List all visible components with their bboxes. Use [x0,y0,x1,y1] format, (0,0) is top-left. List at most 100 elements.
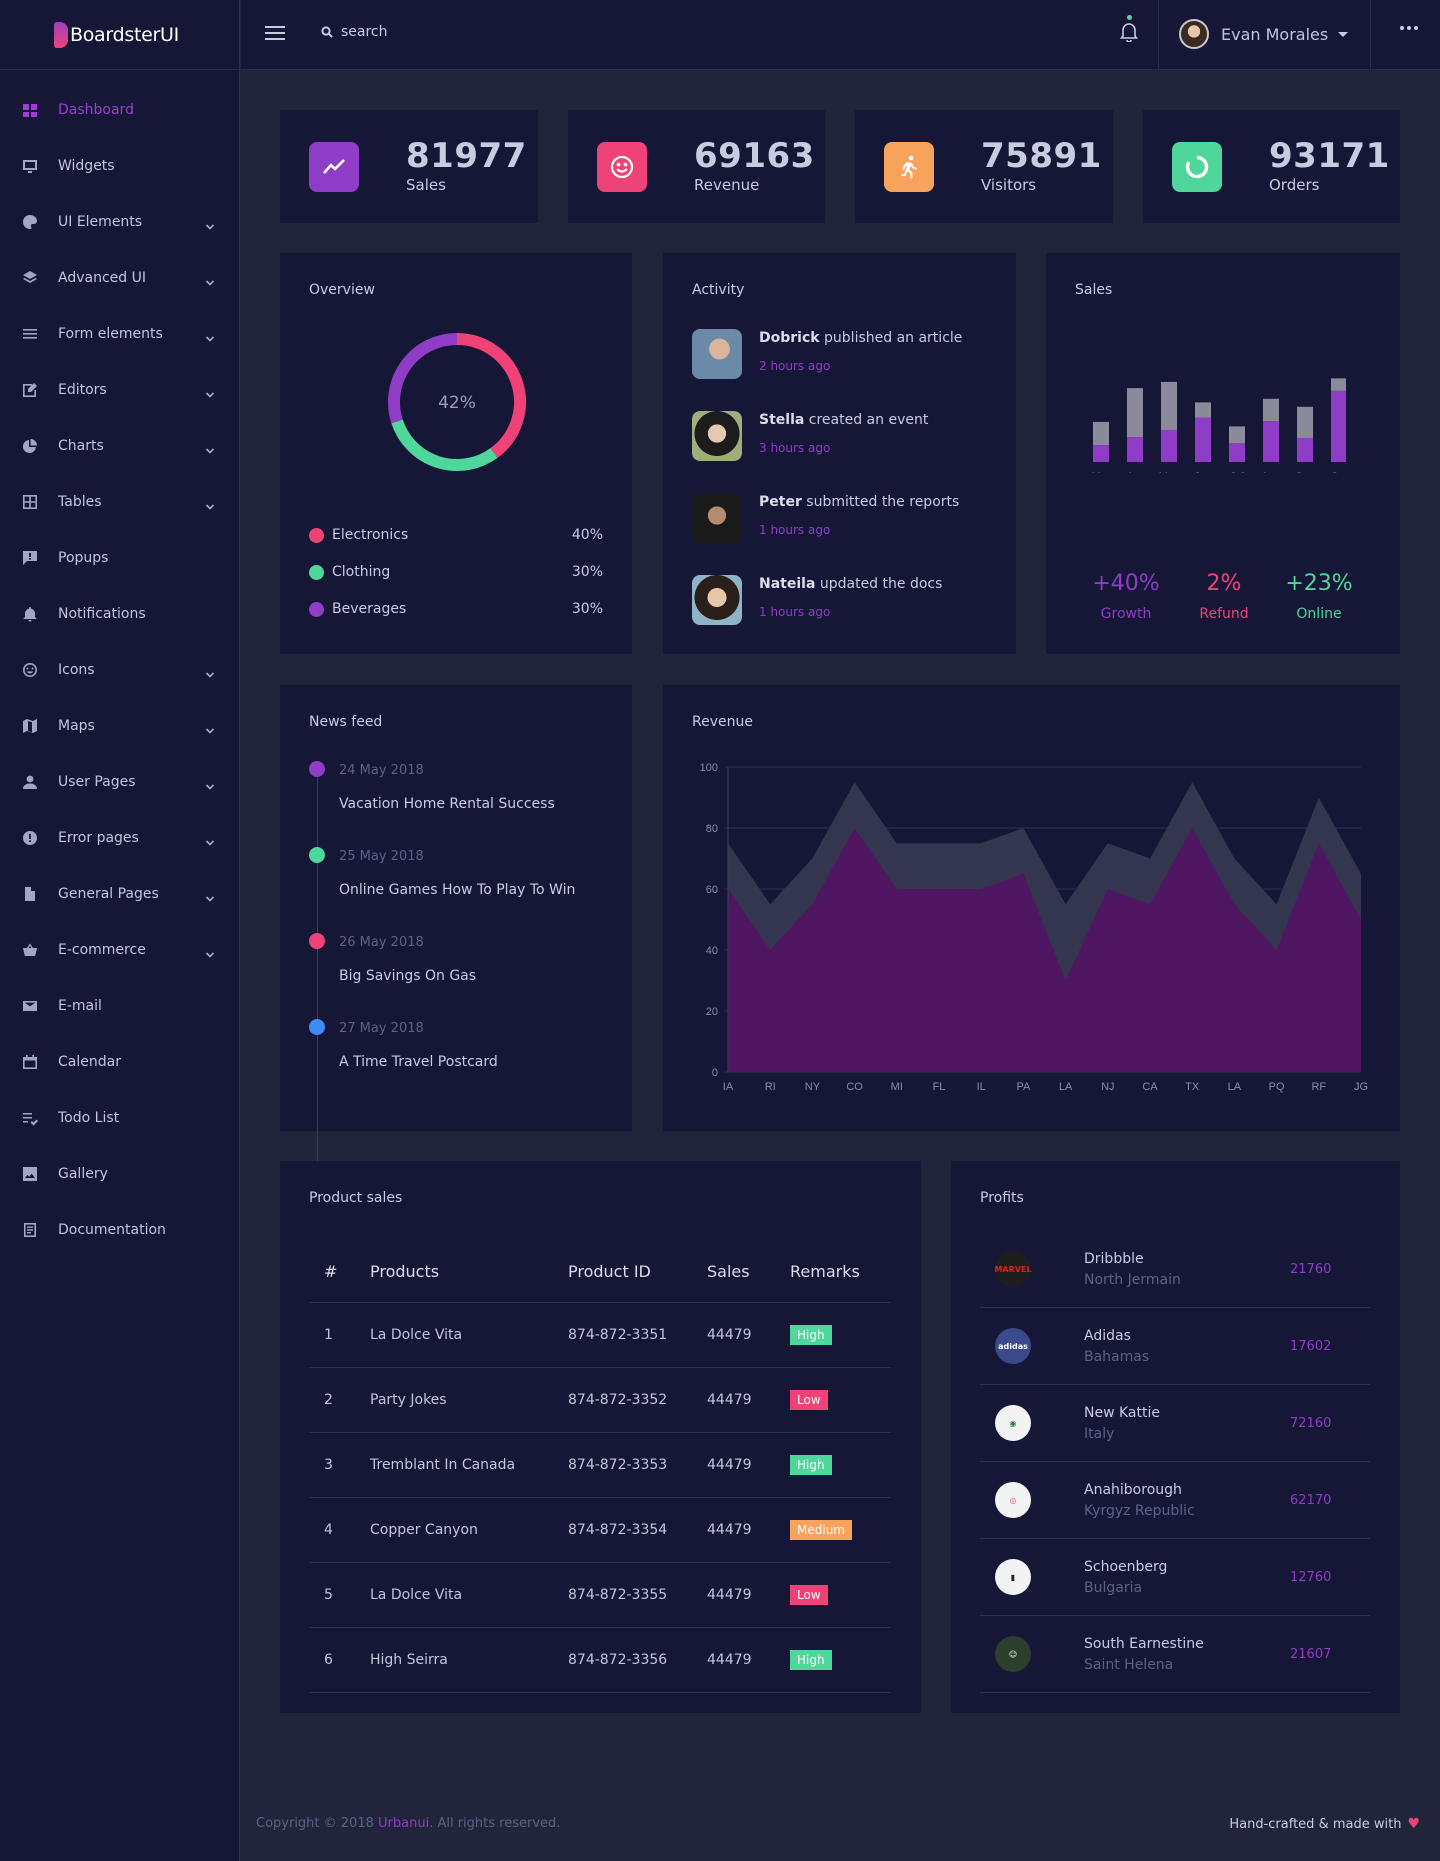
chevron-down-icon [205,945,215,958]
calendar-icon [22,1054,38,1070]
timeline-line [317,769,318,1163]
sidebar-item-label: User Pages [58,774,136,790]
more-options-icon[interactable] [1400,26,1418,30]
news-title[interactable]: A Time Travel Postcard [339,1054,498,1070]
avatar [692,329,742,379]
legend-value: 30% [571,564,603,580]
chevron-down-icon [205,665,215,678]
news-title[interactable]: Online Games How To Play To Win [339,882,576,898]
sidebar-item-general-pages[interactable]: General Pages [0,866,239,922]
col-header-number: # [309,1241,370,1303]
sidebar-item-gallery[interactable]: Gallery [0,1146,239,1202]
x-tick-label: RI [765,1081,776,1093]
activity-item[interactable]: Nateila updated the docs 1 hours ago [692,575,942,625]
stat-label: Sales [406,176,446,194]
sidebar-item-charts[interactable]: Charts [0,418,239,474]
legend-item: Beverages 30% [309,601,603,617]
chevron-down-icon [1338,31,1349,37]
activity-time: 1 hours ago [759,523,831,538]
palette-icon [22,214,38,230]
sidebar-item-documentation[interactable]: Documentation [0,1202,239,1258]
sidebar-item-advanced-ui[interactable]: Advanced UI [0,250,239,306]
table-row[interactable]: 3 Tremblant In Canada 874-872-3353 44479 Hig… [309,1432,891,1498]
sidebar-item-maps[interactable]: Maps [0,698,239,754]
monitor-icon [22,158,38,174]
stat-label: Visitors [981,176,1037,194]
company-location: Bulgaria [1084,1579,1143,1596]
sidebar-item-editors[interactable]: Editors [0,362,239,418]
sidebar-item-e-mail[interactable]: E-mail [0,978,239,1034]
activity-time: 3 hours ago [759,441,831,456]
menu-toggle-icon[interactable] [265,26,285,42]
cell-product: High Seirra [370,1627,568,1693]
table-row[interactable]: 5 La Dolce Vita 874-872-3355 44479 Low [309,1562,891,1628]
cell-remarks: High [790,1432,891,1498]
sidebar-item-dashboard[interactable]: Dashboard [0,82,239,138]
table-row[interactable]: 4 Copper Canyon 874-872-3354 44479 Medium [309,1497,891,1563]
profit-info: Schoenberg Bulgaria [1084,1559,1167,1596]
notification-dot [1127,15,1132,20]
sidebar-item-user-pages[interactable]: User Pages [0,754,239,810]
sidebar-item-ui-elements[interactable]: UI Elements [0,194,239,250]
donut-slice-clothing [391,419,498,471]
profit-row[interactable]: ☺ South Earnestine Saint Helena 21607 [980,1616,1370,1693]
sales-metric-label: Online [1296,606,1342,622]
sidebar-item-widgets[interactable]: Widgets [0,138,239,194]
profit-row[interactable]: MARVEL Dribbble North Jermain 21760 [980,1231,1370,1308]
profit-row[interactable]: ▮ Schoenberg Bulgaria 12760 [980,1539,1370,1616]
footer-company-link[interactable]: Urbanui [378,1816,430,1831]
profit-row[interactable]: ◎ Anahiborough Kyrgyz Republic 62170 [980,1462,1370,1539]
search-input[interactable] [341,24,541,40]
brand[interactable]: BoardsterUI [0,0,239,70]
legend-dot [309,601,324,617]
product-sales-table: # Products Product ID Sales Remarks 1 La … [309,1241,891,1693]
sidebar-item-popups[interactable]: Popups [0,530,239,586]
y-tick-label: 80 [706,823,718,835]
chevron-down-icon [205,497,215,510]
status-badge: High [790,1649,832,1670]
activity-item[interactable]: Dobrick published an article 2 hours ago [692,329,962,379]
status-badge: High [790,1324,832,1345]
table-row[interactable]: 1 La Dolce Vita 874-872-3351 44479 High [309,1302,891,1368]
company-logo-icon: ▮ [995,1559,1031,1595]
sidebar-item-icons[interactable]: Icons [0,642,239,698]
legend-label: Clothing [332,564,391,580]
sidebar-item-todo-list[interactable]: Todo List [0,1090,239,1146]
activity-item[interactable]: Peter submitted the reports 1 hours ago [692,493,959,543]
bar-may-primary [1161,429,1177,462]
sidebar-item-e-commerce[interactable]: E-commerce [0,922,239,978]
search-bar[interactable] [321,24,541,40]
x-tick-label: Aug [1261,471,1281,473]
profit-row[interactable]: ◉ New Kattie Italy 72160 [980,1385,1370,1462]
overview-donut-chart: 42% [388,333,526,471]
sidebar-item-label: Popups [58,550,109,566]
col-header-product-id: Product ID [568,1241,707,1303]
map-icon [22,718,38,734]
stat-label: Orders [1269,176,1320,194]
x-tick-label: NJ [1101,1081,1114,1093]
table-row[interactable]: 6 High Seirra 874-872-3356 44479 High [309,1627,891,1693]
sidebar-item-label: UI Elements [58,214,143,230]
news-title[interactable]: Big Savings On Gas [339,968,477,984]
card-title: Revenue [692,714,753,730]
dashboard-icon [22,102,38,118]
news-title[interactable]: Vacation Home Rental Success [339,796,555,812]
user-menu[interactable]: Evan Morales [1179,19,1349,49]
sidebar-item-form-elements[interactable]: Form elements [0,306,239,362]
cell-number: 2 [309,1367,370,1433]
activity-text: Nateila updated the docs [759,575,942,593]
company-name: Schoenberg [1084,1558,1168,1575]
activity-time: 1 hours ago [759,605,831,620]
sidebar-item-error-pages[interactable]: Error pages [0,810,239,866]
table-row[interactable]: 2 Party Jokes 874-872-3352 44479 Low [309,1367,891,1433]
sidebar-item-notifications[interactable]: Notifications [0,586,239,642]
bar-sep-primary [1297,437,1313,462]
sidebar-item-label: Notifications [58,606,146,622]
y-tick-label: 40 [706,945,718,957]
stat-value: 75891 [981,136,1102,176]
sidebar-item-calendar[interactable]: Calendar [0,1034,239,1090]
profit-row[interactable]: adidas Adidas Bahamas 17602 [980,1308,1370,1385]
activity-item[interactable]: Stella created an event 3 hours ago [692,411,928,461]
sidebar-item-tables[interactable]: Tables [0,474,239,530]
notifications-bell-icon[interactable] [1119,15,1139,44]
